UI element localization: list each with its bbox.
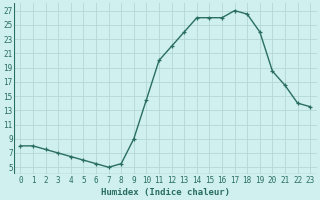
X-axis label: Humidex (Indice chaleur): Humidex (Indice chaleur) xyxy=(101,188,230,197)
